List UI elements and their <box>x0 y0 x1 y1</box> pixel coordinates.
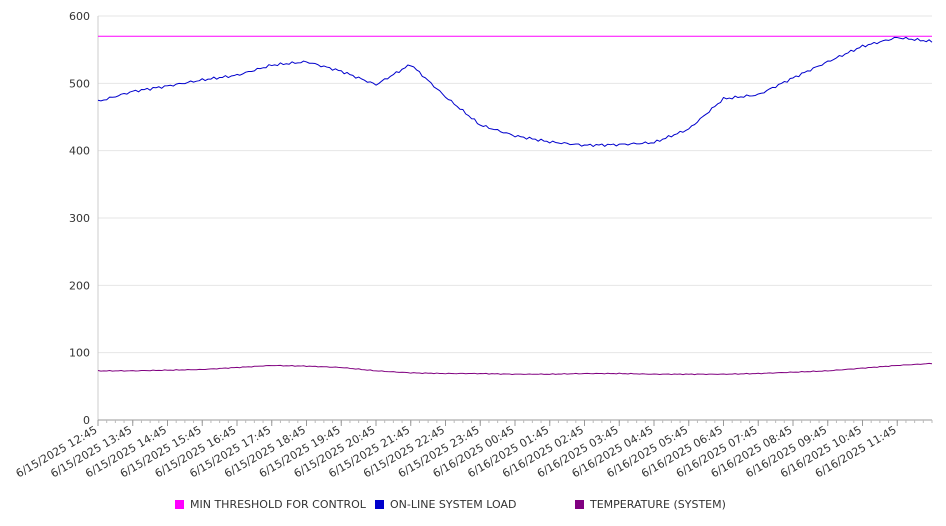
legend-item-system-load[interactable]: ON-LINE SYSTEM LOAD <box>375 498 516 511</box>
legend-item-temperature[interactable]: TEMPERATURE (SYSTEM) <box>575 498 726 511</box>
series-line-temperature <box>97 362 933 376</box>
y-tick-label: 600 <box>69 10 90 23</box>
grid-lines <box>98 15 932 354</box>
axes <box>97 16 933 426</box>
legend-label-system-load: ON-LINE SYSTEM LOAD <box>390 498 517 511</box>
x-tick-labels: 6/15/2025 12:456/15/2025 13:456/15/2025 … <box>14 423 899 480</box>
legend-swatch-system-load <box>375 500 384 509</box>
y-tick-labels: 0 100 200 300 400 500 600 <box>69 10 90 427</box>
legend-label-temperature: TEMPERATURE (SYSTEM) <box>590 498 726 511</box>
y-tick-label: 100 <box>69 347 90 360</box>
legend-item-threshold[interactable]: MIN THRESHOLD FOR CONTROL <box>175 498 366 511</box>
legend-label-threshold: MIN THRESHOLD FOR CONTROL <box>190 498 366 511</box>
legend-swatch-threshold <box>175 500 184 509</box>
y-tick-label: 200 <box>69 279 90 292</box>
y-tick-label: 0 <box>83 414 90 427</box>
y-tick-label: 300 <box>69 212 90 225</box>
legend-swatch-temperature <box>575 500 584 509</box>
y-tick-label: 400 <box>69 145 90 158</box>
y-tick-label: 500 <box>69 77 90 90</box>
series-lines <box>97 35 933 376</box>
series-line-system-load <box>97 36 933 148</box>
chart-legend: MIN THRESHOLD FOR CONTROL ON-LINE SYSTEM… <box>0 498 946 514</box>
